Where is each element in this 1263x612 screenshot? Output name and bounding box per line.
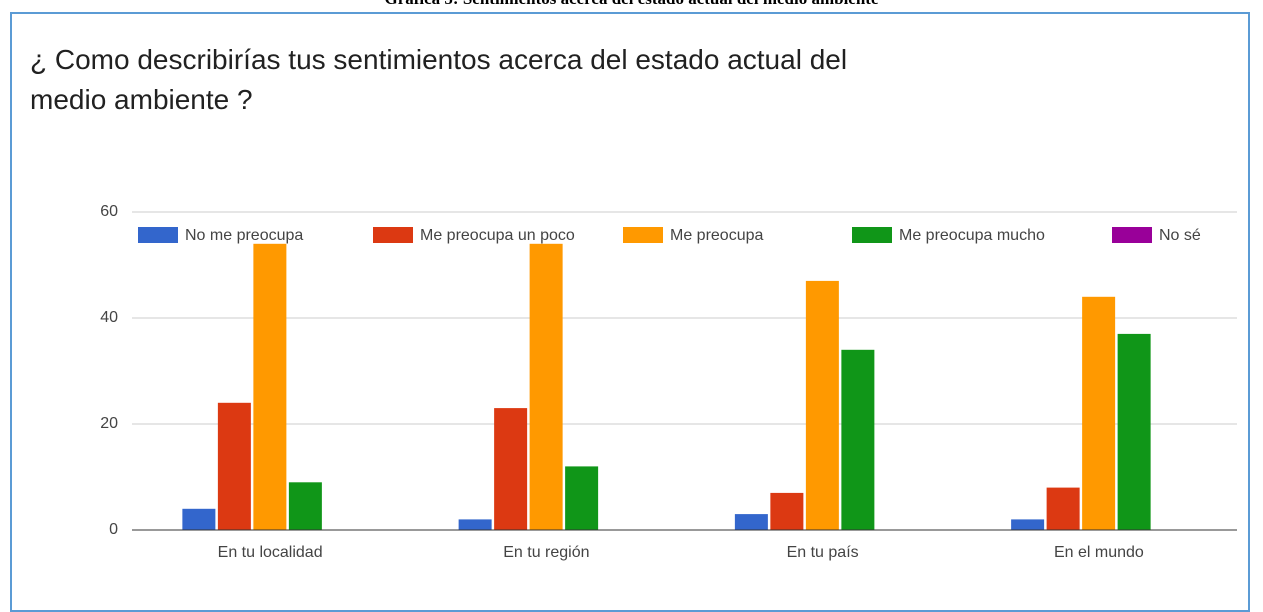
chart-title: ¿ Como describirías tus sentimientos ace…	[30, 44, 848, 115]
x-tick-label: En tu región	[503, 544, 589, 561]
legend-swatch	[852, 227, 892, 243]
legend-label: Me preocupa mucho	[899, 227, 1045, 244]
y-tick-label: 60	[100, 203, 118, 220]
legend-label: Me preocupa un poco	[420, 227, 575, 244]
bar	[288, 482, 322, 530]
bar	[182, 508, 216, 530]
bar	[734, 514, 768, 530]
y-tick-label: 40	[100, 309, 118, 326]
y-tick-label: 20	[100, 415, 118, 432]
legend-label: No me preocupa	[185, 227, 303, 244]
x-tick-label: En tu país	[787, 544, 859, 561]
bar	[805, 280, 839, 530]
y-tick-label: 0	[109, 521, 118, 538]
bar	[770, 492, 804, 530]
legend-label: Me preocupa	[670, 227, 763, 244]
legend-swatch	[373, 227, 413, 243]
bar	[529, 243, 563, 531]
legend-swatch	[138, 227, 178, 243]
x-tick-label: En tu localidad	[218, 544, 323, 561]
legend-label: No sé	[1159, 227, 1201, 244]
bar	[217, 402, 251, 530]
bar	[1082, 296, 1116, 530]
bar	[253, 243, 287, 531]
x-tick-label: En el mundo	[1054, 544, 1144, 561]
bar	[458, 519, 492, 530]
bar	[1117, 333, 1151, 530]
caption: Gráfica 5: Sentimientos acerca del estad…	[0, 0, 1263, 9]
bar	[565, 466, 599, 530]
legend-swatch	[623, 227, 663, 243]
legend-swatch	[1112, 227, 1152, 243]
bar	[1011, 519, 1045, 530]
bar	[494, 408, 528, 530]
bar	[841, 349, 875, 530]
bar	[1046, 487, 1080, 530]
